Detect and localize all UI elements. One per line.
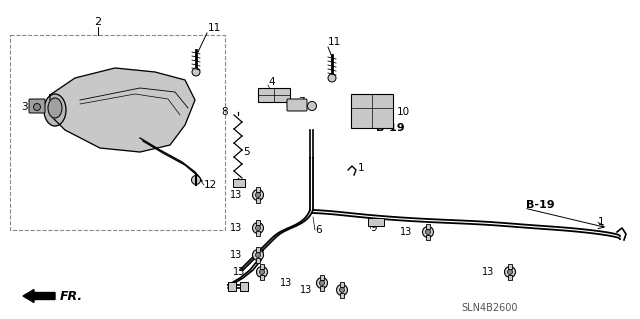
FancyBboxPatch shape — [340, 282, 344, 287]
FancyBboxPatch shape — [351, 94, 393, 128]
Text: 5: 5 — [243, 147, 250, 157]
FancyBboxPatch shape — [508, 275, 512, 280]
Text: 11: 11 — [208, 23, 221, 33]
Circle shape — [253, 249, 264, 261]
Text: 1: 1 — [358, 163, 365, 173]
Text: 7: 7 — [298, 97, 305, 107]
FancyBboxPatch shape — [426, 235, 430, 240]
Text: 1: 1 — [598, 217, 605, 227]
Circle shape — [192, 68, 200, 76]
Text: B-19: B-19 — [526, 200, 555, 210]
Circle shape — [337, 285, 348, 295]
Circle shape — [319, 280, 324, 286]
Circle shape — [33, 103, 40, 110]
Circle shape — [255, 192, 260, 197]
FancyBboxPatch shape — [287, 99, 307, 111]
Text: FR.: FR. — [60, 290, 83, 302]
Text: 13: 13 — [300, 285, 312, 295]
Circle shape — [307, 101, 317, 110]
FancyBboxPatch shape — [320, 275, 324, 280]
Circle shape — [259, 270, 264, 275]
Text: 11: 11 — [328, 37, 341, 47]
FancyArrow shape — [23, 290, 55, 302]
Ellipse shape — [48, 98, 62, 118]
FancyBboxPatch shape — [256, 187, 260, 192]
Circle shape — [253, 222, 264, 234]
Circle shape — [317, 278, 328, 288]
Circle shape — [257, 266, 268, 278]
Text: 12: 12 — [204, 180, 217, 190]
Text: 2: 2 — [95, 17, 102, 27]
FancyBboxPatch shape — [320, 286, 324, 291]
Text: 13: 13 — [230, 223, 242, 233]
Text: B-19: B-19 — [376, 123, 404, 133]
Text: 13: 13 — [400, 227, 412, 237]
FancyBboxPatch shape — [260, 264, 264, 269]
FancyBboxPatch shape — [256, 258, 260, 263]
Circle shape — [504, 266, 515, 278]
Text: 4: 4 — [268, 77, 275, 87]
FancyBboxPatch shape — [256, 198, 260, 203]
FancyBboxPatch shape — [240, 282, 248, 291]
FancyBboxPatch shape — [256, 247, 260, 252]
Text: 3: 3 — [21, 102, 28, 112]
Circle shape — [422, 226, 433, 238]
FancyBboxPatch shape — [233, 179, 245, 187]
Text: 9: 9 — [370, 223, 376, 233]
FancyBboxPatch shape — [29, 99, 45, 113]
FancyBboxPatch shape — [508, 264, 512, 269]
Circle shape — [255, 253, 260, 257]
Text: 6: 6 — [315, 225, 322, 235]
Circle shape — [339, 287, 344, 293]
Bar — [10, 35, 225, 230]
FancyBboxPatch shape — [426, 224, 430, 229]
Text: SLN4B2600: SLN4B2600 — [461, 303, 518, 313]
FancyBboxPatch shape — [368, 218, 384, 226]
Text: 13: 13 — [233, 267, 245, 277]
Text: 13: 13 — [482, 267, 494, 277]
Circle shape — [191, 175, 200, 184]
FancyBboxPatch shape — [260, 275, 264, 280]
Circle shape — [255, 226, 260, 231]
FancyBboxPatch shape — [256, 231, 260, 236]
Text: 10: 10 — [397, 107, 410, 117]
Circle shape — [328, 74, 336, 82]
Text: 13: 13 — [280, 278, 292, 288]
Polygon shape — [50, 68, 195, 152]
Ellipse shape — [44, 94, 66, 126]
Circle shape — [426, 229, 431, 234]
Text: 13: 13 — [230, 250, 242, 260]
FancyBboxPatch shape — [258, 88, 290, 102]
FancyBboxPatch shape — [256, 220, 260, 225]
Circle shape — [508, 270, 513, 275]
Circle shape — [253, 189, 264, 201]
FancyBboxPatch shape — [340, 293, 344, 298]
FancyBboxPatch shape — [228, 282, 236, 291]
Text: 13: 13 — [230, 190, 242, 200]
Text: 8: 8 — [221, 107, 228, 117]
